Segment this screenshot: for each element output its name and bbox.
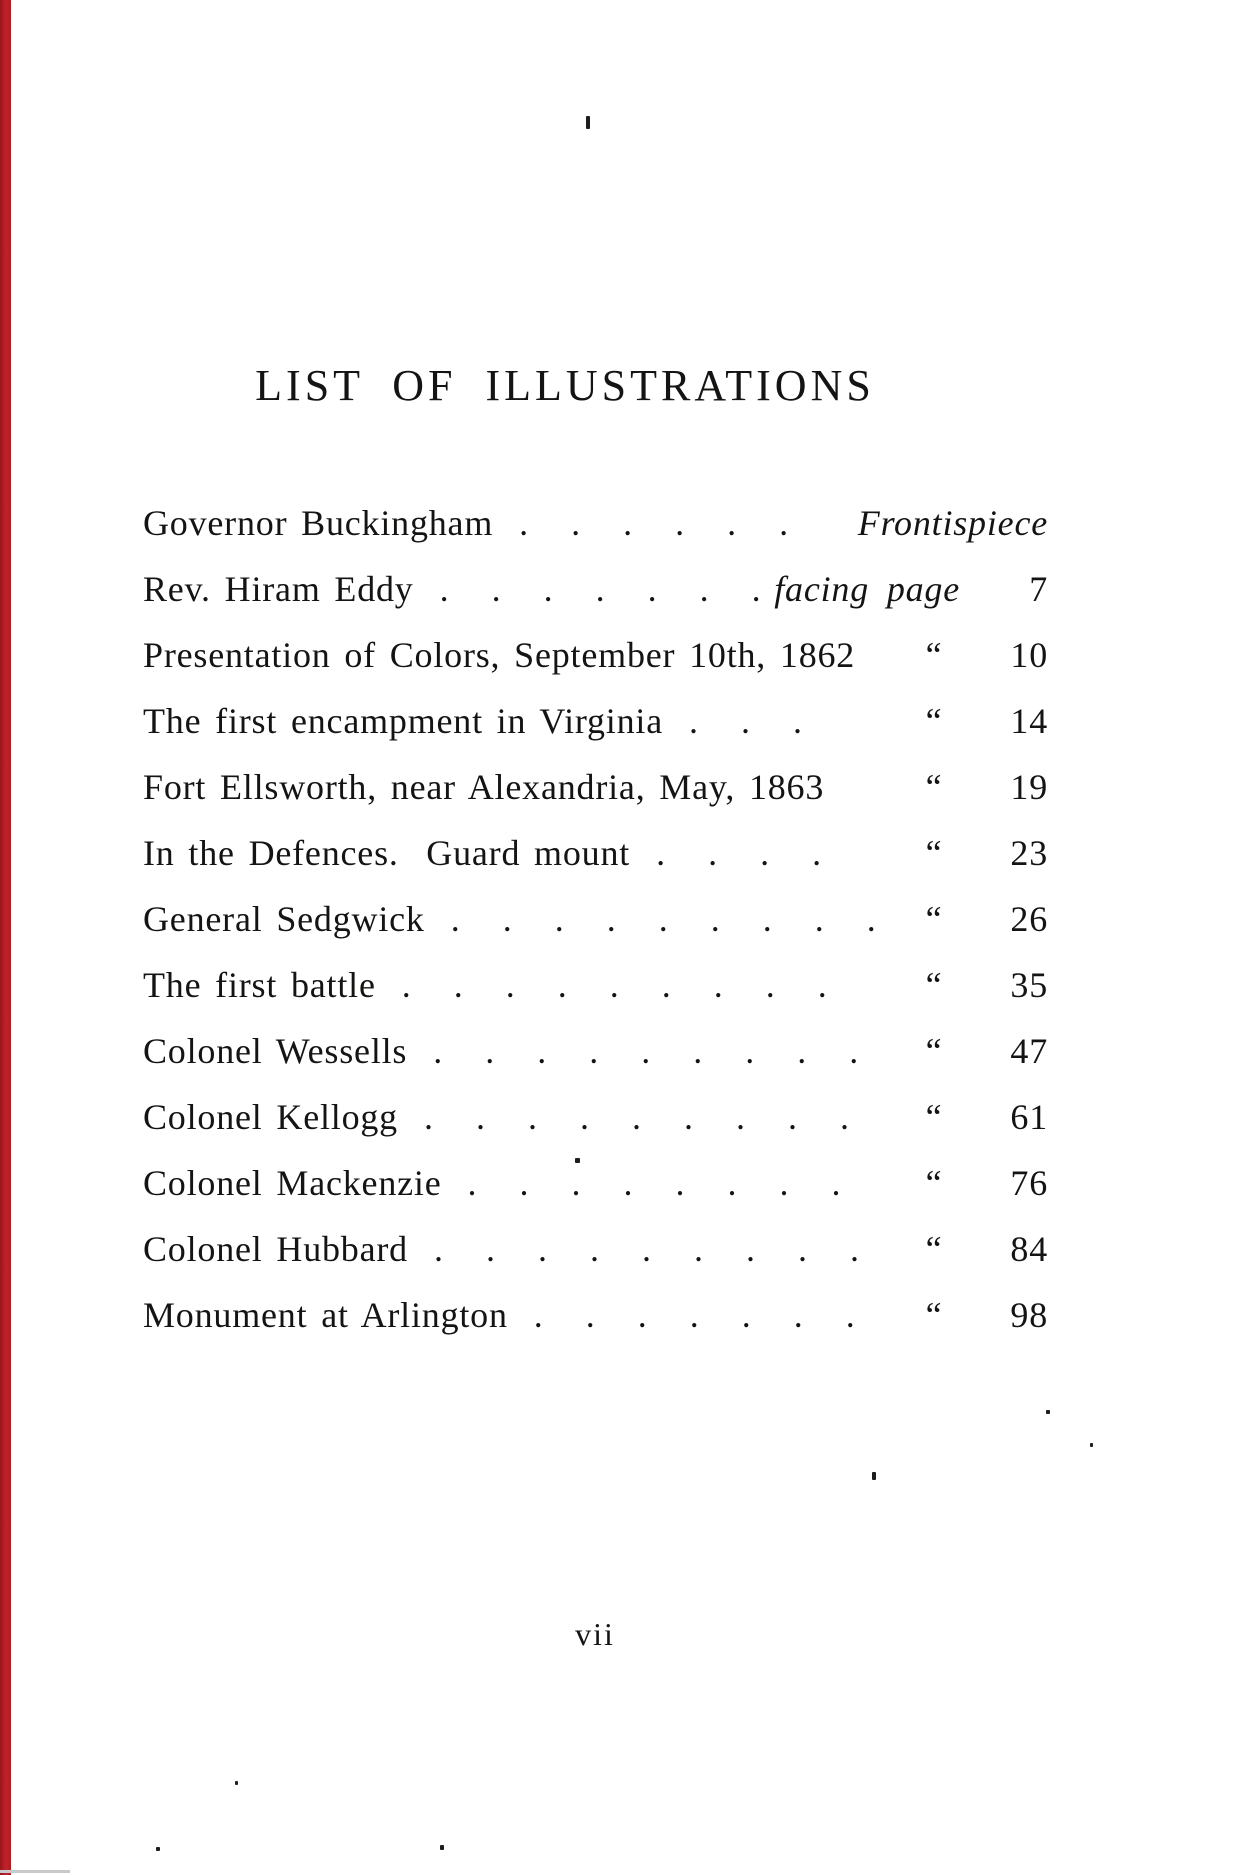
- page-number: 7: [1029, 569, 1048, 609]
- leader-dots: . . . . . . . . .: [401, 965, 827, 1005]
- page-number: 84: [1010, 1229, 1048, 1269]
- scan-speck: [575, 1158, 580, 1163]
- page-number: 61: [1010, 1097, 1048, 1137]
- list-item: Colonel Mackenzie . . . . . . . . “ 76: [143, 1150, 1048, 1216]
- list-item: Monument at Arlington . . . . . . . “ 98: [143, 1282, 1048, 1348]
- leader-dots: . . . . . . . . .: [450, 899, 876, 939]
- ditto-mark: “: [925, 833, 943, 873]
- scan-speck: [1090, 1443, 1093, 1447]
- leader-dots: . . . . . . . . .: [433, 1031, 859, 1071]
- reference-label: Frontispiece: [857, 503, 1048, 543]
- ditto-mark: “: [925, 1163, 943, 1203]
- list-item: In the Defences. Guard mount . . . . “ 2…: [143, 820, 1048, 886]
- list-item: General Sedgwick . . . . . . . . . “ 26: [143, 886, 1048, 952]
- list-item: The first encampment in Virginia . . . “…: [143, 688, 1048, 754]
- illustration-title: Fort Ellsworth, near Alexandria, May, 18…: [143, 767, 825, 807]
- folio-page-number: vii: [575, 1616, 615, 1652]
- list-item: Colonel Wessells . . . . . . . . . “ 47: [143, 1018, 1048, 1084]
- leader-dots: . . .: [689, 701, 802, 741]
- leader-dots: . . . . . . . . .: [423, 1097, 849, 1137]
- illustration-title: Monument at Arlington: [143, 1295, 508, 1335]
- list-item: The first battle . . . . . . . . . “ 35: [143, 952, 1048, 1018]
- illustration-title: Colonel Wessells: [143, 1031, 408, 1071]
- ditto-mark: “: [925, 1031, 943, 1071]
- page-number: 10: [1010, 635, 1048, 675]
- ditto-mark: “: [925, 1295, 943, 1335]
- illustration-title: Governor Buckingham: [143, 503, 494, 543]
- list-item: Rev. Hiram Eddy . . . . . . . facing pag…: [143, 556, 1048, 622]
- page-number: 47: [1010, 1031, 1048, 1071]
- illustration-title: Colonel Mackenzie: [143, 1163, 442, 1203]
- scan-speck: [872, 1472, 876, 1480]
- scan-speck: [1046, 1410, 1050, 1414]
- scan-speck: [235, 1781, 238, 1785]
- illustration-title: In the Defences. Guard mount: [143, 833, 631, 873]
- page-number: 26: [1010, 899, 1048, 939]
- page-number: 98: [1010, 1295, 1048, 1335]
- list-item: Colonel Kellogg . . . . . . . . . “ 61: [143, 1084, 1048, 1150]
- leader-dots: . . . . . . . . .: [433, 1229, 859, 1269]
- list-item: Fort Ellsworth, near Alexandria, May, 18…: [143, 754, 1048, 820]
- page-number: 19: [1010, 767, 1048, 807]
- list-item: Colonel Hubbard . . . . . . . . . “ 84: [143, 1216, 1048, 1282]
- leader-dots: . . . .: [656, 833, 822, 873]
- ditto-mark: “: [925, 965, 943, 1005]
- list-item: Presentation of Colors, September 10th, …: [143, 622, 1048, 688]
- leader-dots: . . . . . . .: [533, 1295, 855, 1335]
- illustration-title: Colonel Hubbard: [143, 1229, 408, 1269]
- book-spine-edge: [0, 0, 11, 1875]
- page-number: 35: [1010, 965, 1048, 1005]
- page-number: 23: [1010, 833, 1048, 873]
- ditto-mark: “: [925, 767, 943, 807]
- page-number: 76: [1010, 1163, 1048, 1203]
- scan-speck: [156, 1847, 160, 1851]
- scan-speck: [586, 116, 590, 129]
- list-item: Governor Buckingham . . . . . . Frontisp…: [143, 490, 1048, 556]
- ditto-mark: “: [925, 1229, 943, 1269]
- illustration-title: The first encampment in Virginia: [143, 701, 663, 741]
- scan-speck: [440, 1845, 444, 1850]
- scan-edge-shadow: [0, 1870, 70, 1873]
- reference-label: facing page: [774, 569, 960, 609]
- illustration-title: The first battle: [143, 965, 376, 1005]
- leader-dots: . . . . . .: [519, 503, 789, 543]
- ditto-mark: “: [925, 899, 943, 939]
- page-number: 14: [1010, 701, 1048, 741]
- leader-dots: . . . . . . . .: [467, 1163, 841, 1203]
- page-title: LIST OF ILLUSTRATIONS: [255, 361, 875, 410]
- illustration-title: Colonel Kellogg: [143, 1097, 398, 1137]
- illustrations-list: Governor Buckingham . . . . . . Frontisp…: [143, 490, 1048, 1348]
- illustration-title: Rev. Hiram Eddy: [143, 569, 414, 609]
- ditto-mark: “: [925, 635, 943, 675]
- ditto-mark: “: [925, 701, 943, 741]
- ditto-mark: “: [925, 1097, 943, 1137]
- leader-dots: . . . . . . .: [439, 569, 761, 609]
- illustration-title: General Sedgwick: [143, 899, 425, 939]
- illustration-title: Presentation of Colors, September 10th, …: [143, 635, 856, 675]
